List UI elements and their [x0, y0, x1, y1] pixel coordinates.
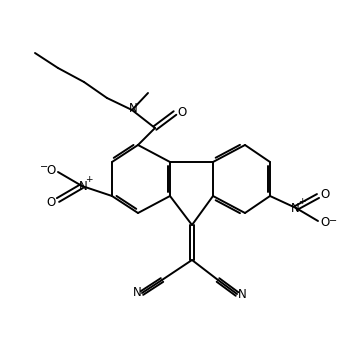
Text: −: −	[329, 216, 337, 226]
Text: −: −	[40, 162, 48, 172]
Text: N: N	[291, 201, 299, 215]
Text: O: O	[178, 105, 187, 119]
Text: O: O	[320, 188, 330, 200]
Text: N: N	[238, 288, 246, 300]
Text: N: N	[79, 179, 87, 193]
Text: N: N	[129, 102, 137, 116]
Text: +: +	[85, 175, 93, 185]
Text: O: O	[46, 195, 56, 209]
Text: O: O	[46, 164, 56, 176]
Text: N: N	[133, 287, 141, 299]
Text: +: +	[298, 197, 306, 207]
Text: O: O	[320, 217, 330, 230]
